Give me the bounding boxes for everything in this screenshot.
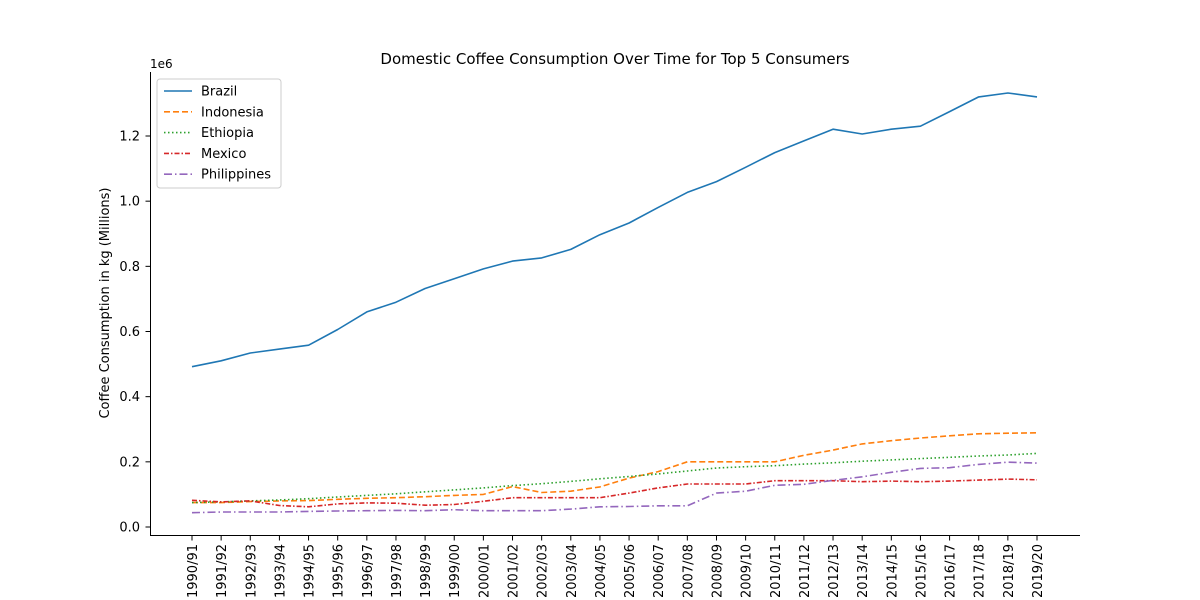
y-tick-label: 0.2 bbox=[119, 455, 140, 470]
x-tick-label: 2009/10 bbox=[740, 544, 755, 598]
x-tick-label: 2014/15 bbox=[885, 544, 900, 598]
x-tick-label: 1993/94 bbox=[273, 544, 288, 598]
x-tick-label: 1996/97 bbox=[361, 544, 376, 598]
x-axis-ticks: 1990/91 1991/92 1992/93 1993/94 1994/95 1995/… bbox=[186, 535, 1046, 598]
x-tick-label: 2011/12 bbox=[798, 544, 813, 598]
y-axis-label: Coffee Consumption in kg (Millions) bbox=[98, 187, 113, 418]
series-line-indonesia bbox=[192, 432, 1038, 504]
y-tick-label: 1.2 bbox=[119, 130, 140, 145]
y-tick-label: 0.8 bbox=[119, 260, 140, 275]
x-tick-label: 2015/16 bbox=[914, 544, 929, 598]
x-tick-label: 1994/95 bbox=[303, 544, 318, 598]
series-line-brazil bbox=[191, 92, 1038, 368]
series-line-ethiopia bbox=[191, 452, 1038, 504]
x-tick-label: 2003/04 bbox=[565, 544, 580, 598]
y-axis-ticks: 0.0 0.2 0.4 0.6 0.8 1.0 1.2 bbox=[119, 130, 151, 536]
x-tick-label: 1990/91 bbox=[186, 544, 201, 598]
legend-frame bbox=[156, 78, 282, 189]
y-axis-offset-label: 1e6 bbox=[150, 57, 173, 71]
legend-label-indonesia: Indonesia bbox=[201, 105, 264, 120]
x-tick-label: 2002/03 bbox=[536, 544, 551, 598]
chart-legend: Brazil Indonesia Ethiopia Mexico Philippines bbox=[156, 78, 282, 189]
x-tick-label: 2008/09 bbox=[710, 544, 725, 598]
x-tick-label: 2006/07 bbox=[652, 544, 667, 598]
x-tick-label: 2012/13 bbox=[827, 544, 842, 598]
x-tick-label: 1991/92 bbox=[215, 544, 230, 598]
x-tick-label: 2001/02 bbox=[507, 544, 522, 598]
legend-label-ethiopia: Ethiopia bbox=[201, 126, 254, 141]
x-tick-label: 2019/20 bbox=[1031, 544, 1046, 598]
y-tick-label: 0.0 bbox=[119, 521, 140, 536]
chart-title: Domestic Coffee Consumption Over Time fo… bbox=[380, 50, 849, 68]
x-tick-label: 2000/01 bbox=[477, 544, 492, 598]
x-tick-label: 2004/05 bbox=[594, 544, 609, 598]
legend-label-mexico: Mexico bbox=[201, 147, 246, 162]
x-tick-label: 1999/00 bbox=[448, 544, 463, 598]
x-tick-label: 2007/08 bbox=[681, 544, 696, 598]
x-tick-label: 1995/96 bbox=[332, 544, 347, 598]
series-line-philippines bbox=[191, 461, 1038, 514]
x-tick-label: 1998/99 bbox=[419, 544, 434, 598]
x-tick-label: 1992/93 bbox=[244, 544, 259, 598]
series-lines bbox=[191, 92, 1038, 514]
x-tick-label: 2013/14 bbox=[856, 544, 871, 598]
x-tick-label: 2018/19 bbox=[1002, 544, 1017, 598]
legend-label-brazil: Brazil bbox=[201, 85, 237, 100]
y-tick-label: 0.4 bbox=[119, 390, 140, 405]
x-tick-label: 2005/06 bbox=[623, 544, 638, 598]
x-tick-label: 2010/11 bbox=[769, 544, 784, 598]
series-line-mexico bbox=[191, 478, 1038, 508]
x-tick-label: 1997/98 bbox=[390, 544, 405, 598]
y-tick-label: 1.0 bbox=[119, 195, 140, 210]
y-tick-label: 0.6 bbox=[119, 325, 140, 340]
x-tick-label: 2016/17 bbox=[944, 544, 959, 598]
legend-label-philippines: Philippines bbox=[201, 168, 271, 183]
x-tick-label: 2017/18 bbox=[973, 544, 988, 598]
